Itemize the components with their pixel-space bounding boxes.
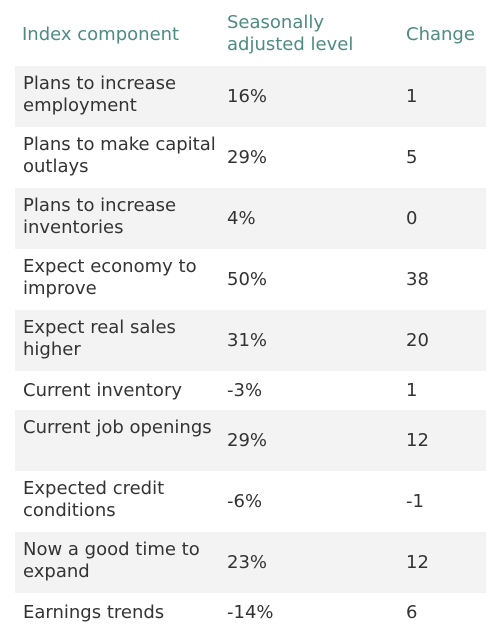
row-component: Current job openings [23, 417, 212, 438]
row-level: 31% [227, 329, 268, 351]
table-row: Plans to increase employment 16% 1 [15, 66, 486, 127]
row-change: 0 [406, 207, 418, 229]
row-level: 29% [227, 146, 268, 168]
row-change: 20 [406, 329, 429, 351]
row-component: Expect economy to improve [23, 256, 197, 299]
row-component: Current inventory [23, 380, 182, 401]
row-component: Expected credit conditions [23, 478, 165, 521]
table-row: Expected credit conditions -6% -1 [15, 471, 486, 532]
row-change: 38 [406, 268, 429, 290]
row-level: -3% [227, 379, 263, 401]
table-row: Expect real sales higher 31% 20 [15, 310, 486, 371]
table-row: Plans to increase inventories 4% 0 [15, 188, 486, 249]
table-row: Expect economy to improve 50% 38 [15, 249, 486, 310]
row-level: 23% [227, 551, 268, 573]
row-change: 1 [406, 379, 418, 401]
row-level: 29% [227, 429, 268, 451]
row-change: 6 [406, 601, 418, 623]
row-component: Now a good time to expand [23, 539, 200, 582]
table-body: Plans to increase employment 16% 1 Plans… [15, 66, 486, 632]
header-change: Change [406, 24, 475, 45]
table-header: Index component Seasonally adjusted leve… [0, 0, 500, 66]
table-row: Current job openings 29% 12 [15, 410, 486, 471]
table-row: Earnings trends -14% 6 [15, 593, 486, 632]
header-index-component: Index component [22, 24, 180, 45]
row-component: Plans to increase inventories [23, 195, 177, 238]
row-level: 16% [227, 85, 268, 107]
row-change: 12 [406, 551, 429, 573]
row-component: Earnings trends [23, 602, 165, 623]
row-change: -1 [406, 490, 424, 512]
row-level: 50% [227, 268, 268, 290]
row-level: -14% [227, 601, 274, 623]
row-component: Expect real sales higher [23, 317, 176, 360]
row-level: -6% [227, 490, 263, 512]
row-component: Plans to increase employment [23, 73, 177, 116]
table-row: Plans to make capital outlays 29% 5 [15, 127, 486, 188]
row-change: 12 [406, 429, 429, 451]
row-change: 5 [406, 146, 418, 168]
row-level: 4% [227, 207, 256, 229]
header-seasonally-adjusted-level: Seasonally adjusted level [227, 12, 354, 55]
table-row: Current inventory -3% 1 [15, 371, 486, 410]
row-change: 1 [406, 85, 418, 107]
table-row: Now a good time to expand 23% 12 [15, 532, 486, 593]
row-component: Plans to make capital outlays [23, 134, 216, 177]
